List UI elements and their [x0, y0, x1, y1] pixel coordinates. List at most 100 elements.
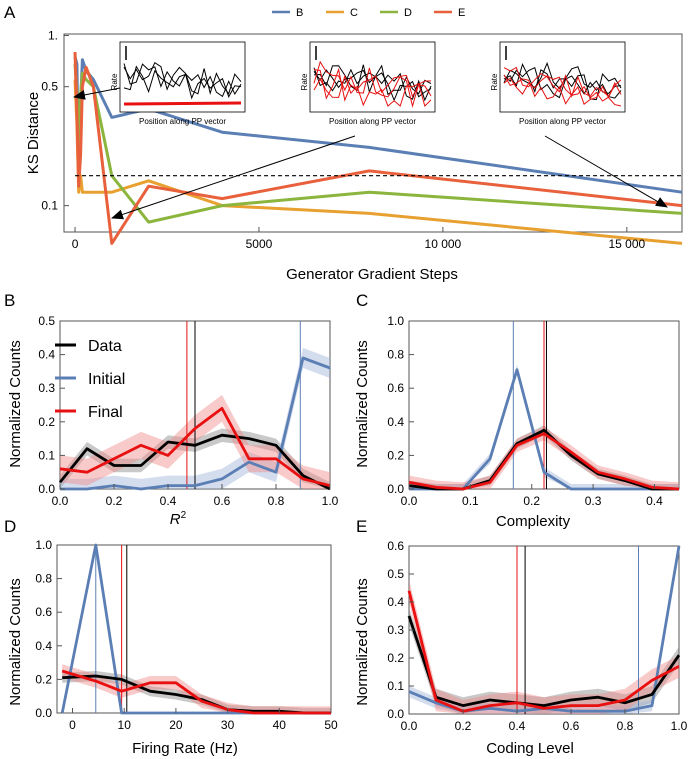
x-tick-label: 5000 [246, 237, 273, 251]
y-tick-label: 0.2 [38, 415, 55, 429]
x-tick-label: 0.3 [585, 494, 602, 508]
panel-b: B 0.0 0.2 0.4 0.6 0.8 1.0 0.0 0.1 0.2 0.3 0.4 0.5 N… [4, 291, 339, 528]
x-tick-label: 0.0 [401, 494, 418, 508]
panel-a-ylabel: KS Distance [25, 92, 42, 175]
x-tick-label: 0.4 [160, 494, 177, 508]
panel-d-xlabel: Firing Rate (Hz) [132, 740, 238, 757]
inset-data-trace [503, 67, 622, 99]
legend-d-label: D [404, 7, 412, 19]
inset-data-trace [503, 63, 622, 101]
band-final [62, 664, 331, 713]
panel-letter-e: E [356, 517, 367, 536]
y-tick-label: 1.0 [35, 538, 52, 552]
inset-generated-trace [313, 60, 432, 98]
panel-e-xlabel: Coding Level [486, 740, 574, 757]
x-tick-label: 0 [69, 718, 76, 732]
panel-a-insets: Rate Position along PP vector Rate Position… [110, 41, 626, 126]
y-tick-label: 0.0 [387, 707, 404, 721]
panel-c: C 0.0 0.1 0.2 0.3 0.4 0.0 0.2 0.4 0.6 0.8 1.0 Norm… [354, 291, 680, 530]
y-tick-label: 0.5 [41, 80, 58, 94]
x-tick-label: 10 [118, 718, 132, 732]
series-data-line [407, 615, 681, 707]
y-tick-label: 1.0 [387, 314, 404, 328]
inset-xlabel: Position along PP vector [139, 117, 226, 126]
inset-2: Rate Position along PP vector [300, 41, 436, 126]
y-tick-label: 0.1 [41, 199, 58, 213]
inset-3-arrow [544, 135, 668, 208]
inset-xlabel: Position along PP vector [329, 117, 416, 126]
legend-final-label: Final [88, 404, 123, 421]
x-tick-label: 0.8 [617, 719, 634, 733]
y-tick-label: 0.4 [38, 348, 55, 362]
inset-data-trace [123, 63, 242, 98]
y-tick-label: 0.5 [38, 314, 55, 328]
inset-generated-trace [503, 74, 622, 107]
y-tick-label: 0.4 [387, 595, 404, 609]
series-initial-line [60, 356, 331, 491]
y-tick-label: 0.0 [38, 482, 55, 496]
inset-1: Rate Position along PP vector [110, 41, 246, 126]
inset-generated-trace [313, 74, 432, 107]
legend-data-label: Data [88, 338, 122, 355]
y-tick-label: 0.6 [387, 539, 404, 553]
y-tick-label: 0.2 [35, 672, 52, 686]
x-tick-label: 50 [324, 718, 338, 732]
x-tick-label: 0 [72, 237, 79, 251]
x-tick-label: 40 [273, 718, 287, 732]
panel-letter-b: B [4, 291, 15, 310]
panel-a-series [73, 51, 683, 245]
panel-b-ylabel: Normalized Counts [7, 340, 24, 468]
y-tick-label: 0.1 [387, 679, 404, 693]
x-tick-label: 0.4 [509, 719, 526, 733]
panel-letter-d: D [4, 517, 16, 536]
x-tick-label: 0.2 [523, 494, 540, 508]
legend-initial-label: Initial [88, 371, 125, 388]
panel-letter-a: A [4, 3, 16, 22]
panel-c-xlabel: Complexity [496, 513, 571, 530]
y-tick-label: 1. [48, 28, 58, 42]
x-tick-label: 0.2 [455, 719, 472, 733]
y-tick-label: 0.5 [387, 567, 404, 581]
y-tick-label: 0.2 [387, 651, 404, 665]
panel-e: E 0.0 0.2 0.4 0.6 0.8 1.0 0.0 0.1 0.2 0.3 0.4 0.5 0.… [354, 517, 688, 757]
y-tick-label: 0.8 [387, 348, 404, 362]
panel-a-ticks: 0 5000 10 000 15 000 0.1 0.5 1. [41, 28, 645, 251]
series-e-line [73, 51, 683, 245]
inset-data-trace [123, 61, 242, 95]
x-tick-label: 20 [169, 718, 183, 732]
inset-1-arrow [73, 87, 121, 100]
y-tick-label: 0.0 [35, 706, 52, 720]
panel-a-xlabel: Generator Gradient Steps [286, 266, 458, 283]
panel-e-ylabel: Normalized Counts [354, 578, 371, 706]
y-tick-label: 0.6 [35, 605, 52, 619]
panel-letter-c: C [356, 291, 368, 310]
panel-a-legend: B C D E [272, 7, 465, 19]
y-tick-label: 0.8 [35, 572, 52, 586]
inset-ylabel: Rate [110, 73, 119, 90]
x-tick-label: 30 [221, 718, 235, 732]
panel-b-xlabel: R2 [170, 510, 187, 528]
panel-d: D 0 10 20 30 40 50 0.0 0.2 0.4 0.6 0.8 1.0 Normaliz… [4, 517, 338, 757]
x-tick-label: 0.4 [646, 494, 663, 508]
series-data-line [58, 433, 331, 491]
band-data [60, 428, 330, 489]
inset-2-arrow [111, 135, 356, 220]
x-tick-label: 1.0 [671, 719, 688, 733]
x-tick-label: 10 000 [425, 237, 462, 251]
x-tick-label: 0.0 [401, 719, 418, 733]
inset-generated-trace [503, 66, 622, 98]
panel-b-legend: Data Initial Final [55, 338, 125, 421]
legend-b-label: B [296, 7, 303, 19]
inset-3: Rate Position along PP vector [490, 41, 626, 126]
y-tick-label: 0.0 [387, 482, 404, 496]
panel-d-ylabel: Normalized Counts [7, 578, 24, 706]
y-tick-label: 0.2 [387, 448, 404, 462]
inset-generated-trace [123, 101, 242, 106]
y-tick-label: 0.3 [387, 623, 404, 637]
inset-ylabel: Rate [300, 73, 309, 90]
x-tick-label: 0.1 [462, 494, 479, 508]
inset-xlabel: Position along PP vector [519, 117, 606, 126]
y-tick-label: 0.6 [387, 381, 404, 395]
y-tick-label: 0.4 [35, 639, 52, 653]
